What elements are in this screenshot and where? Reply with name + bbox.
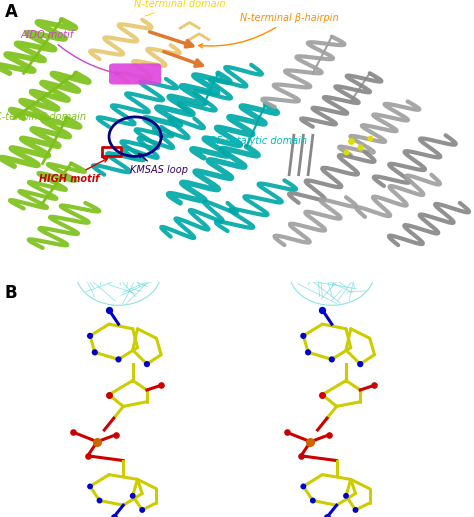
Point (342, 492, 350, 500)
Point (84, 452, 91, 460)
Point (93, 437, 101, 446)
Point (371, 381, 378, 389)
Point (86, 332, 94, 340)
Text: N-terminal β-hairpin: N-terminal β-hairpin (199, 13, 338, 48)
Point (96, 496, 103, 505)
Text: HIGH motif: HIGH motif (38, 158, 108, 184)
Point (300, 482, 307, 491)
Point (138, 506, 146, 514)
Point (91, 348, 99, 357)
Text: B: B (5, 284, 18, 302)
Point (157, 381, 165, 389)
Text: N-terminal domain: N-terminal domain (134, 0, 226, 16)
Point (300, 332, 307, 340)
Point (323, 513, 331, 517)
Point (86, 482, 94, 491)
Point (112, 431, 120, 439)
Point (328, 355, 336, 363)
Point (143, 360, 151, 368)
Point (342, 148, 350, 156)
Point (309, 496, 317, 505)
Point (115, 355, 122, 363)
Point (356, 360, 364, 368)
Text: AIDQ motif: AIDQ motif (21, 30, 119, 75)
Point (283, 428, 291, 436)
Point (356, 142, 364, 150)
Point (326, 431, 333, 439)
Point (347, 136, 355, 145)
Point (297, 452, 305, 460)
Point (105, 306, 113, 314)
Point (352, 506, 359, 514)
Point (304, 348, 312, 357)
Point (366, 134, 374, 142)
Text: A: A (5, 3, 18, 21)
Point (307, 437, 314, 446)
Text: KMSAS loop: KMSAS loop (130, 154, 188, 175)
Point (110, 513, 118, 517)
Point (129, 492, 137, 500)
FancyBboxPatch shape (109, 64, 161, 84)
Point (319, 390, 326, 399)
Point (319, 306, 326, 314)
Text: C-terminal domain: C-terminal domain (0, 112, 86, 122)
Point (70, 428, 77, 436)
Text: RF catalytic domain: RF catalytic domain (210, 136, 307, 146)
Point (105, 390, 113, 399)
